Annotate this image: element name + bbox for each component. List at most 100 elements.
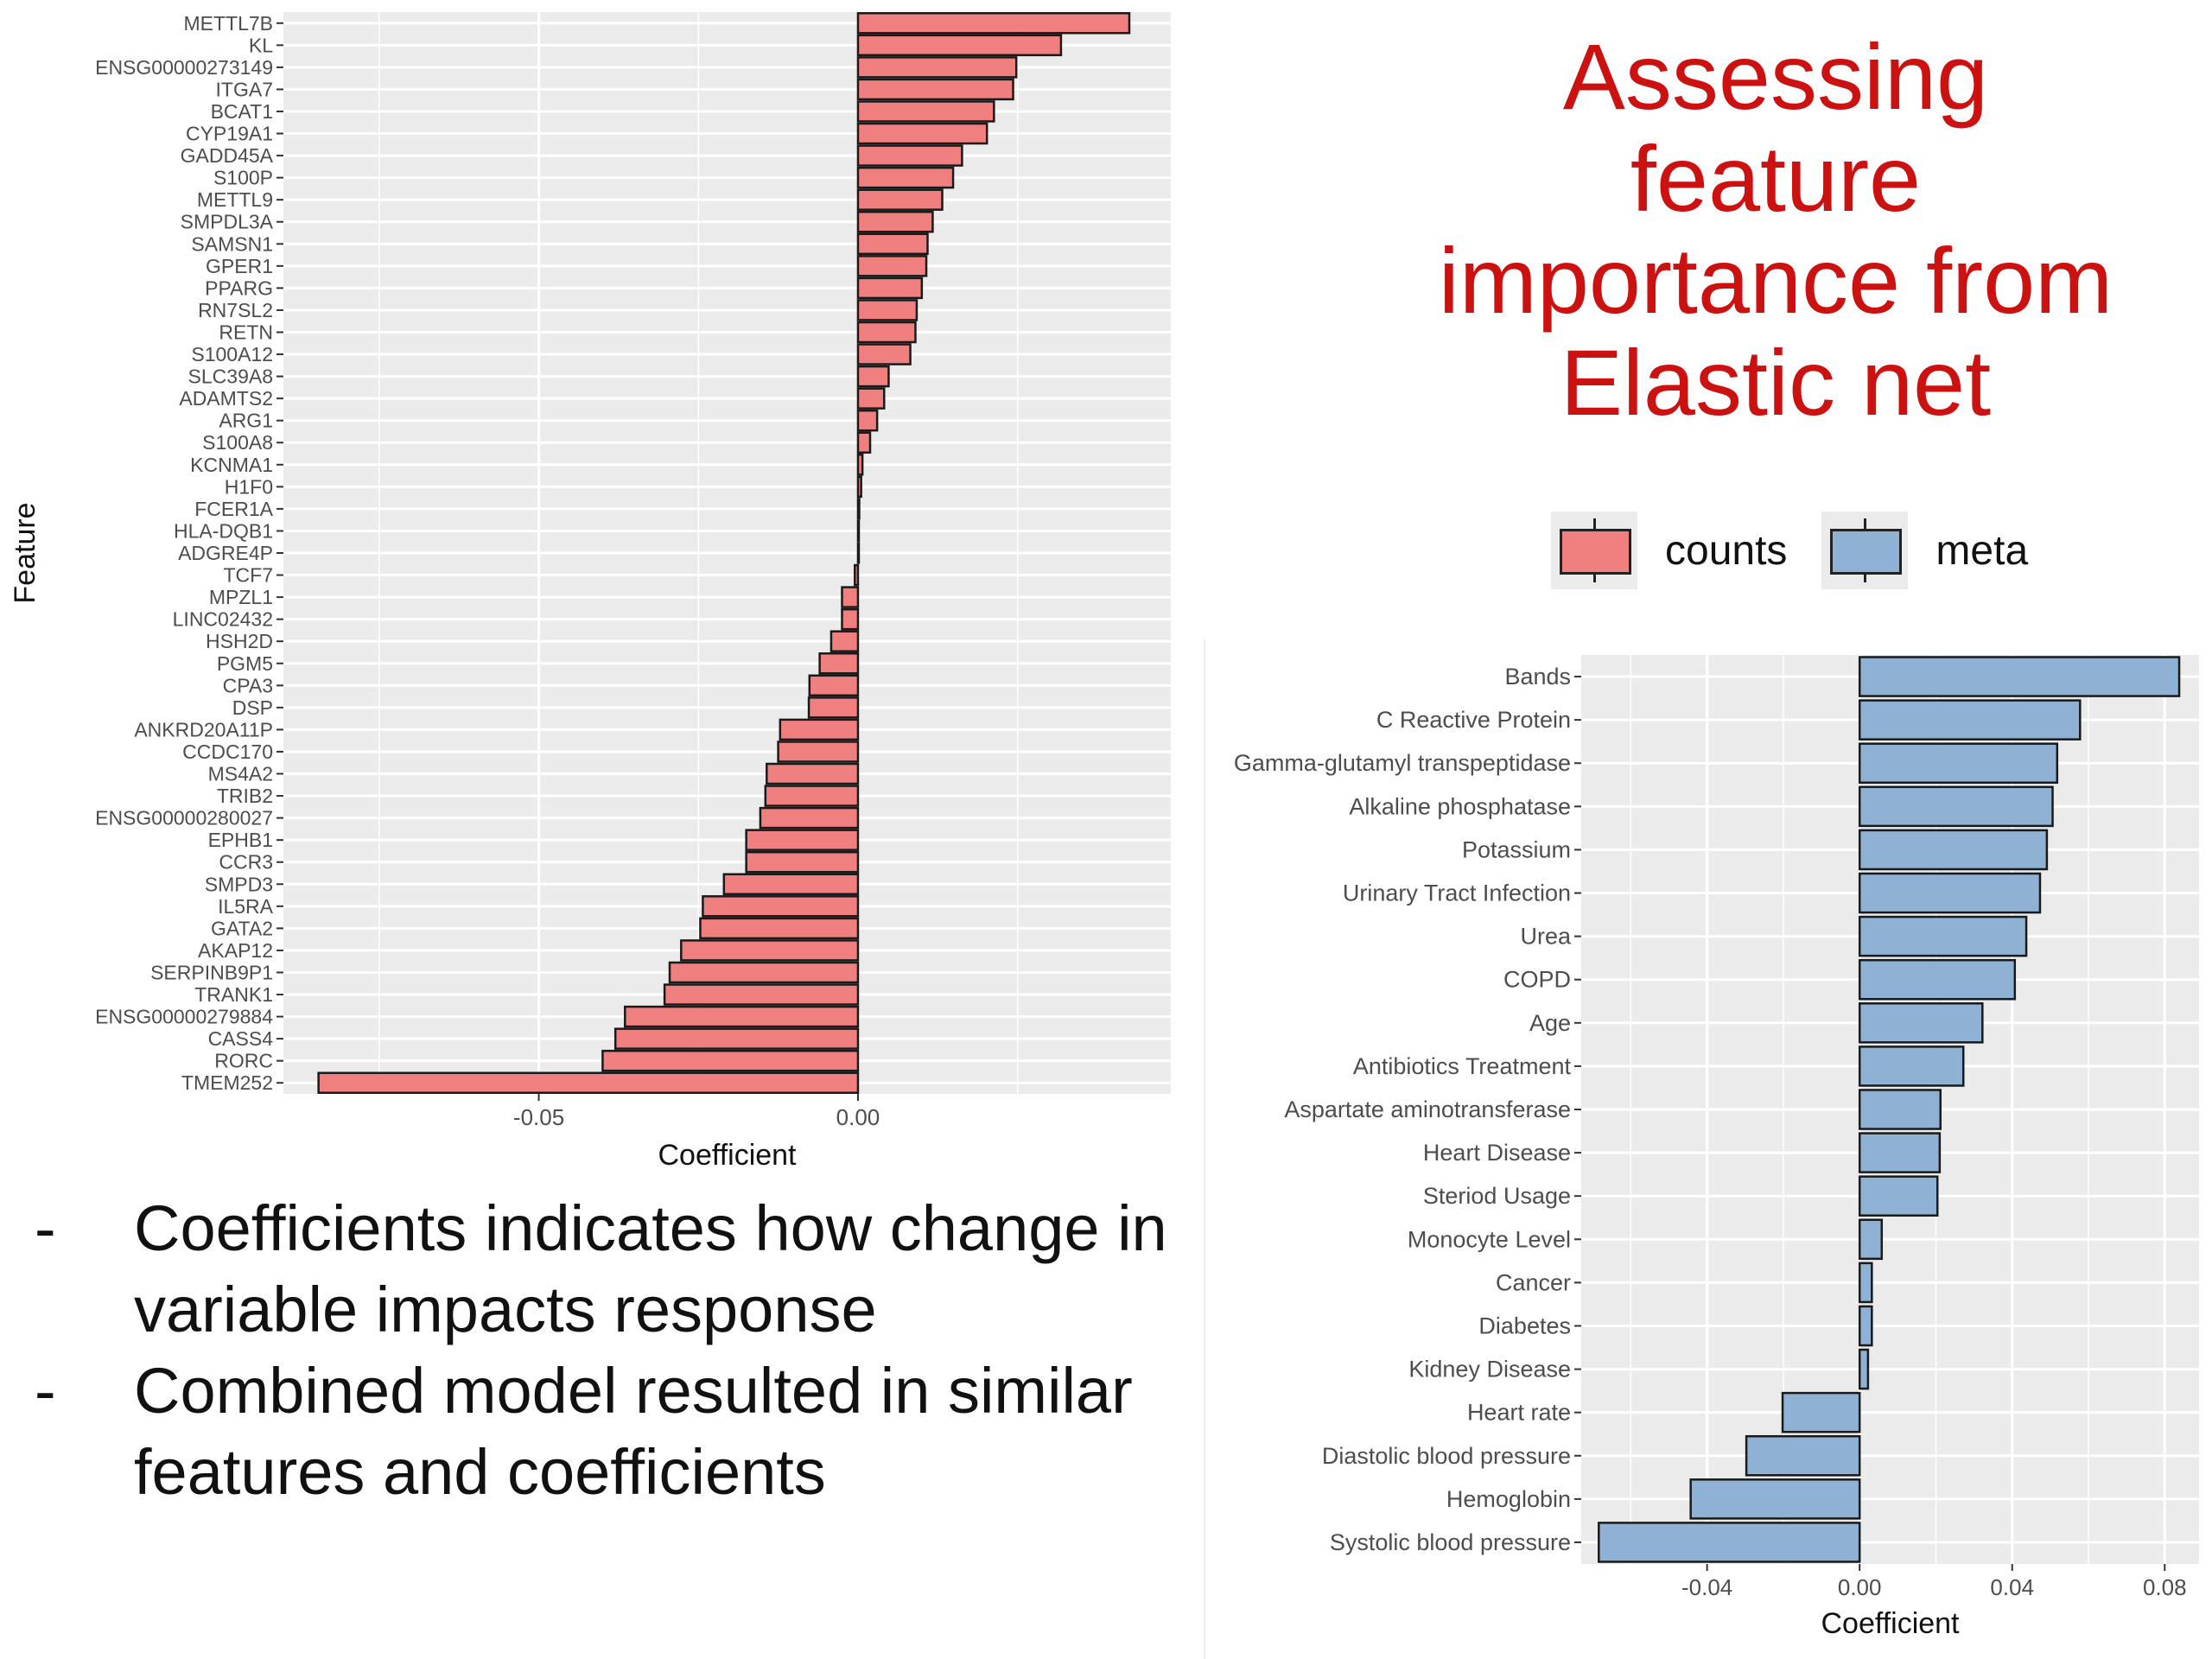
y-tick-label: SAMSN1 — [191, 232, 273, 255]
y-tick-label: KL — [249, 34, 273, 56]
y-tick-label: TRANK1 — [194, 983, 273, 1006]
bar-meta — [1858, 1218, 1884, 1261]
y-tick-label: Diabetes — [1478, 1313, 1571, 1338]
bar-counts — [830, 630, 860, 652]
bar-meta — [1781, 1391, 1861, 1433]
bar-counts — [856, 519, 861, 543]
bar-counts — [745, 829, 860, 851]
bar-counts — [841, 607, 860, 631]
bar-counts — [777, 741, 860, 763]
bar-counts — [856, 454, 864, 476]
y-tick-label: Antibiotics Treatment — [1353, 1053, 1572, 1079]
bar-counts — [818, 652, 860, 675]
y-tick-label: SMPDL3A — [181, 211, 274, 233]
y-tick-label: CASS4 — [208, 1027, 274, 1050]
y-tick-label: Urea — [1520, 924, 1572, 950]
title-line: Elastic net — [1560, 330, 1992, 435]
y-tick-label: METTL9 — [197, 188, 273, 211]
bar-counts — [722, 873, 860, 896]
legend-label-counts: counts — [1665, 527, 1788, 574]
bar-meta — [1858, 1089, 1942, 1130]
y-tick-label: HSH2D — [206, 630, 273, 652]
y-tick-label: RORC — [214, 1050, 273, 1072]
bullet-dash: - — [35, 1192, 56, 1264]
y-tick-label: S100A8 — [202, 431, 273, 454]
y-tick-label: RETN — [219, 321, 273, 343]
y-tick-label: Kidney Disease — [1408, 1357, 1571, 1382]
y-tick-label: Steriod Usage — [1423, 1183, 1571, 1209]
bar-counts — [856, 122, 988, 145]
bar-meta — [1858, 656, 2181, 697]
y-tick-label: ENSG00000280027 — [95, 807, 273, 830]
legend-item-meta: meta — [1821, 512, 2028, 589]
bar-counts — [759, 806, 860, 830]
bar-counts — [856, 321, 917, 344]
y-tick-label: Systolic blood pressure — [1330, 1529, 1571, 1555]
bar-counts — [807, 696, 860, 719]
bullet-text: Combined model resulted in similar featu… — [134, 1355, 1133, 1508]
meta-coefficient-chart: Bands C Reactive Protein Gamma-glutamyl tr… — [1234, 655, 2199, 1640]
bar-counts — [764, 785, 860, 807]
bar-meta — [1858, 958, 2017, 1001]
y-tick-label: SLC39A8 — [188, 365, 273, 388]
bar-counts — [856, 475, 862, 499]
y-tick-label: H1F0 — [225, 475, 273, 498]
bullet-item: - Coefficients indicates how change in v… — [35, 1188, 1184, 1351]
y-tick-label: Diastolic blood pressure — [1322, 1443, 1571, 1469]
y-tick-label: GPER1 — [206, 255, 273, 277]
bar-counts — [663, 983, 860, 1006]
bullet-item: - Combined model resulted in similar fea… — [35, 1351, 1184, 1513]
legend-item-counts: counts — [1551, 512, 1787, 589]
y-tick-label: IL5RA — [218, 895, 274, 918]
y-tick-label: Urinary Tract Infection — [1343, 880, 1571, 906]
bar-counts — [856, 188, 944, 211]
y-tick-label: S100A12 — [191, 343, 273, 365]
y-tick-label: Potassium — [1462, 836, 1571, 862]
y-tick-label: CCDC170 — [182, 741, 273, 763]
y-tick-label: DSP — [232, 696, 273, 719]
bullet-list: - Coefficients indicates how change in v… — [35, 1188, 1184, 1513]
bar-counts — [841, 586, 860, 608]
bar-meta — [1598, 1522, 1861, 1563]
y-tick-label: ANKRD20A11P — [134, 718, 273, 741]
bar-counts — [779, 718, 860, 741]
y-tick-label: Age — [1529, 1010, 1571, 1036]
bar-counts — [702, 895, 860, 918]
x-tick-label: 0.08 — [2143, 1574, 2187, 1600]
bar-meta — [1858, 1175, 1939, 1217]
y-tick-label: METTL7B — [183, 12, 273, 35]
x-tick-label: 0.00 — [836, 1104, 880, 1130]
bar-counts — [766, 762, 860, 785]
y-tick-label: EPHB1 — [208, 829, 273, 851]
bar-meta — [1858, 785, 2054, 828]
x-tick-label: -0.05 — [513, 1104, 564, 1130]
y-tick-label: C Reactive Protein — [1376, 707, 1571, 733]
y-tick-label: ENSG00000273149 — [95, 56, 273, 79]
bar-counts — [854, 563, 860, 587]
y-tick-label: GATA2 — [211, 917, 273, 939]
bar-counts — [856, 166, 955, 189]
bar-counts — [856, 100, 995, 123]
y-tick-label: ENSG00000279884 — [95, 1006, 273, 1028]
y-tick-label: Monocyte Level — [1408, 1226, 1571, 1252]
slide-title: Assessing feature importance from Elasti… — [1400, 26, 2152, 434]
y-tick-label: ARG1 — [219, 410, 273, 432]
y-tick-label: ITGA7 — [216, 78, 273, 100]
y-tick-label: PPARG — [205, 276, 273, 299]
bar-counts — [856, 34, 1063, 57]
bar-meta — [1858, 1348, 1870, 1390]
bar-counts — [668, 961, 860, 984]
y-tick-label: GADD45A — [181, 144, 274, 167]
bar-counts — [856, 498, 861, 520]
bar-counts — [856, 542, 861, 564]
y-tick-label: AKAP12 — [198, 939, 273, 962]
y-tick-label: TCF7 — [224, 564, 274, 587]
y-tick-label: FCER1A — [194, 498, 273, 520]
y-tick-label: SMPD3 — [205, 873, 273, 895]
y-tick-label: CPA3 — [223, 674, 273, 696]
y-tick-label: TRIB2 — [217, 785, 273, 807]
y-tick-label: CCR3 — [219, 851, 273, 874]
bar-meta — [1689, 1478, 1861, 1520]
y-tick-label: S100P — [213, 167, 273, 189]
y-tick-label: Aspartate aminotransferase — [1284, 1096, 1571, 1122]
